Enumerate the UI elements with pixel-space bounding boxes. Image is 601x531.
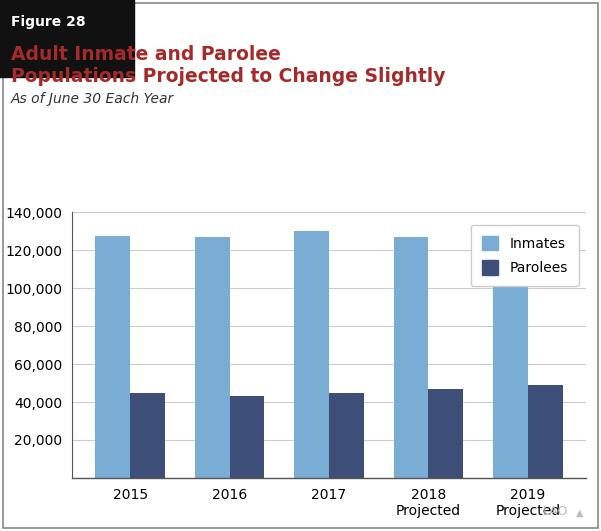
Bar <box>96 236 130 478</box>
Bar <box>528 385 563 478</box>
Bar <box>429 389 463 478</box>
Bar <box>195 237 230 478</box>
Text: LAO: LAO <box>543 505 568 518</box>
Text: Adult Inmate and Parolee
Populations Projected to Change Slightly: Adult Inmate and Parolee Populations Pro… <box>11 45 445 86</box>
Legend: Inmates, Parolees: Inmates, Parolees <box>471 225 579 286</box>
Bar <box>329 392 364 478</box>
Bar <box>294 232 329 478</box>
Text: As of June 30 Each Year: As of June 30 Each Year <box>11 92 174 106</box>
Text: ▲: ▲ <box>576 508 583 518</box>
Bar <box>130 392 165 478</box>
Bar <box>493 240 528 478</box>
Text: Figure 28: Figure 28 <box>11 15 85 29</box>
Bar <box>394 237 429 478</box>
Bar <box>230 396 264 478</box>
